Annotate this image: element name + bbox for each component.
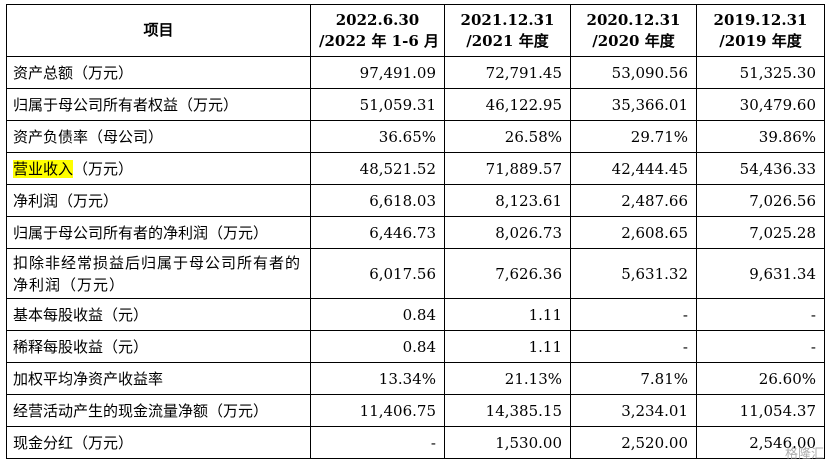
row-label-text: 归属于母公司所有者权益（万元） — [13, 95, 239, 114]
table-cell: 6,446.73 — [310, 216, 445, 249]
table-cell: 7,026.56 — [696, 184, 825, 217]
table-cell: 1.11 — [444, 330, 571, 363]
row-label-text: 基本每股收益（元） — [13, 305, 149, 324]
table-cell: 30,479.60 — [696, 88, 825, 121]
row-label-text: 扣除非经常损益后归属于母公司所有者的净利润（万元） — [13, 253, 302, 294]
table-cell: 35,366.01 — [570, 88, 697, 121]
table-row: 基本每股收益（元） 0.84 1.11- - — [6, 298, 825, 331]
table-cell: 26.60% — [696, 362, 825, 395]
row-label: 现金分红（万元） — [6, 426, 311, 459]
row-label-text: 稀释每股收益（元） — [13, 337, 149, 356]
row-label: 加权平均净资产收益率 — [6, 362, 311, 395]
table-cell: 14,385.15 — [444, 394, 571, 427]
header-period: 2020.12.31/2020 年度 — [570, 4, 697, 57]
table-cell: 54,436.33 — [696, 152, 825, 185]
table-row: 净利润（万元） 6,618.03 8,123.61 2,487.66 7,026.56 — [6, 184, 825, 217]
row-label: 扣除非经常损益后归属于母公司所有者的净利润（万元） — [6, 248, 311, 299]
table-cell: 97,491.09 — [310, 56, 445, 89]
table-cell: 36.65% — [310, 120, 445, 153]
header-row: 项目 2022.6.30/2022 年 1-6 月 2021.12.31/202… — [6, 4, 825, 57]
row-label: 稀释每股收益（元） — [6, 330, 311, 363]
table-cell: 1.11 — [444, 298, 571, 331]
header-period: 2019.12.31/2019 年度 — [696, 4, 825, 57]
table-row: 归属于母公司所有者的净利润（万元） 6,446.73 8,026.73 2,608.6… — [6, 216, 825, 249]
table-cell: 72,791.45 — [444, 56, 571, 89]
table-cell: 39.86% — [696, 120, 825, 153]
header-item: 项目 — [6, 4, 311, 57]
table-row: 资产总额（万元） 97,491.09 72,791.45 53,090.56 51,32… — [6, 56, 825, 89]
table-cell: - — [696, 298, 825, 331]
table-cell: 46,122.95 — [444, 88, 571, 121]
table-row: 稀释每股收益（元） 0.84 1.11- - — [6, 330, 825, 363]
row-label-text: 现金分红（万元） — [13, 433, 134, 452]
row-label-text: 净利润（万元） — [13, 191, 119, 210]
row-label: 基本每股收益（元） — [6, 298, 311, 331]
table-cell: 71,889.57 — [444, 152, 571, 185]
table-cell: 42,444.45 — [570, 152, 697, 185]
table-cell: 11,054.37 — [696, 394, 825, 427]
table-cell: - — [310, 426, 445, 459]
row-label-text: 加权平均净资产收益率 — [13, 369, 164, 388]
table-cell: 29.71% — [570, 120, 697, 153]
row-label: 归属于母公司所有者权益（万元） — [6, 88, 311, 121]
table-cell: - — [696, 330, 825, 363]
row-label: 资产总额（万元） — [6, 56, 311, 89]
table-row: 扣除非经常损益后归属于母公司所有者的净利润（万元） 6,017.56 7,626.3… — [6, 248, 825, 299]
table-cell: 2,546.00 — [696, 426, 825, 459]
table-row: 现金分红（万元） -1,530.00 2,520.00 2,546.00 — [6, 426, 825, 459]
table-cell: 1,530.00 — [444, 426, 571, 459]
row-label-highlight: 营业收入 — [13, 159, 74, 178]
table-cell: - — [570, 330, 697, 363]
table-cell: 3,234.01 — [570, 394, 697, 427]
table-cell: 2,520.00 — [570, 426, 697, 459]
table-cell: 6,017.56 — [310, 248, 445, 299]
row-label-text: 资产总额（万元） — [13, 63, 134, 82]
table-cell: 8,123.61 — [444, 184, 571, 217]
row-label: 归属于母公司所有者的净利润（万元） — [6, 216, 311, 249]
table-cell: 2,487.66 — [570, 184, 697, 217]
table-cell: 0.84 — [310, 330, 445, 363]
table-cell: 7.81% — [570, 362, 697, 395]
table-cell: 21.13% — [444, 362, 571, 395]
table-cell: 9,631.34 — [696, 248, 825, 299]
table-cell: 8,026.73 — [444, 216, 571, 249]
table-cell: - — [570, 298, 697, 331]
table-row: 资产负债率（母公司） 36.65% 26.58% 29.71% 39.86% — [6, 120, 825, 153]
table-cell: 48,521.52 — [310, 152, 445, 185]
table-cell: 5,631.32 — [570, 248, 697, 299]
header-period: 2022.6.30/2022 年 1-6 月 — [310, 4, 445, 57]
row-label: 营业收入（万元） — [6, 152, 311, 185]
table-cell: 51,059.31 — [310, 88, 445, 121]
table-cell: 13.34% — [310, 362, 445, 395]
financial-summary-table: 项目 2022.6.30/2022 年 1-6 月 2021.12.31/202… — [6, 4, 825, 459]
table-row: 加权平均净资产收益率 13.34% 21.13% 7.81% 26.60% — [6, 362, 825, 395]
table-cell: 51,325.30 — [696, 56, 825, 89]
table-cell: 26.58% — [444, 120, 571, 153]
table-cell: 7,025.28 — [696, 216, 825, 249]
row-label: 经营活动产生的现金流量净额（万元） — [6, 394, 311, 427]
row-label: 净利润（万元） — [6, 184, 311, 217]
row-label: 资产负债率（母公司） — [6, 120, 311, 153]
row-label-text: 资产负债率（母公司） — [13, 127, 164, 146]
watermark-logo: 格隆汇 — [784, 447, 824, 462]
table-cell: 6,618.03 — [310, 184, 445, 217]
row-label-text: 经营活动产生的现金流量净额（万元） — [13, 401, 269, 420]
table-row: 经营活动产生的现金流量净额（万元） 11,406.75 14,385.15 3,234… — [6, 394, 825, 427]
table-cell: 7,626.36 — [444, 248, 571, 299]
table-cell: 2,608.65 — [570, 216, 697, 249]
table-row: 营业收入（万元） 48,521.52 71,889.57 42,444.45 54,43… — [6, 152, 825, 185]
row-label-text: （万元） — [73, 159, 134, 178]
table-cell: 11,406.75 — [310, 394, 445, 427]
table-row: 归属于母公司所有者权益（万元） 51,059.31 46,122.95 35,366.… — [6, 88, 825, 121]
table-cell: 53,090.56 — [570, 56, 697, 89]
table-cell: 0.84 — [310, 298, 445, 331]
row-label-text: 归属于母公司所有者的净利润（万元） — [13, 223, 269, 242]
header-period: 2021.12.31/2021 年度 — [444, 4, 571, 57]
